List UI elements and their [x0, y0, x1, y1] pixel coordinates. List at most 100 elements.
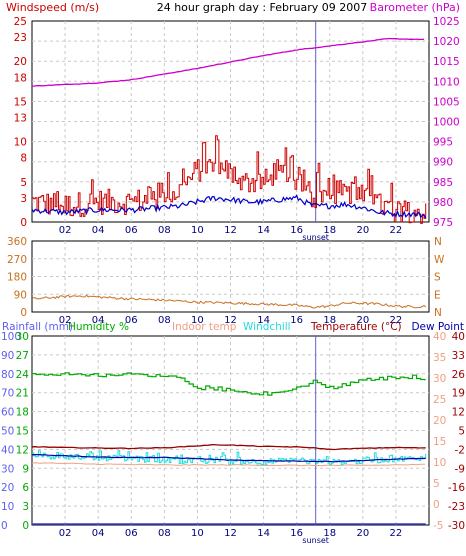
wind-tick-label: 25: [14, 16, 27, 28]
rainfall-tick-label: 90: [1, 350, 14, 362]
hour-tick-label: 10: [191, 528, 204, 539]
direction-tick-label: 360: [7, 236, 27, 248]
rainfall-tick-label: 80: [1, 369, 14, 381]
sunset-label: sunset: [302, 536, 329, 545]
humidity-tick-label: 27: [16, 350, 29, 362]
indoor-tick-label: 10: [433, 457, 446, 469]
barometer-tick-label: 980: [433, 197, 453, 209]
barometer-tick-label: 1015: [433, 56, 460, 68]
humidity-tick-label: 30: [16, 331, 29, 343]
legend-temperature: Temperature (°C): [310, 321, 402, 333]
legend-indoor-temp: Indoor temp: [172, 321, 237, 333]
wind-tick-label: 18: [14, 72, 27, 84]
direction-tick-label: 180: [7, 272, 27, 284]
series-indoor-temp: [31, 462, 425, 467]
hour-tick-label: 16: [290, 225, 303, 236]
temperature-tick-label: -2: [455, 444, 465, 456]
hour-tick-label: 22: [390, 225, 403, 236]
wind-tick-label: 3: [20, 193, 27, 205]
hour-tick-label: 02: [59, 225, 72, 236]
hour-tick-label: 18: [323, 315, 336, 326]
series-wind-direction: [31, 294, 427, 309]
direction-tick-label: 270: [7, 254, 27, 266]
rainfall-tick-label: 50: [1, 426, 14, 438]
indoor-tick-label: 30: [433, 373, 446, 385]
compass-tick-label: E: [434, 289, 441, 301]
chart-title: 24 hour graph day : February 09 2007: [157, 1, 368, 14]
barometer-tick-label: 1025: [433, 16, 460, 28]
hour-tick-label: 04: [92, 225, 105, 236]
wind-tick-label: 8: [20, 153, 27, 165]
rainfall-tick-label: 100: [1, 331, 21, 343]
hour-tick-label: 20: [356, 528, 369, 539]
hour-tick-label: 20: [356, 315, 369, 326]
temperature-tick-label: -16: [448, 482, 465, 494]
hour-tick-label: 14: [257, 528, 270, 539]
legend-windchill: Windchill: [243, 321, 291, 333]
temperature-tick-label: 5: [458, 426, 465, 438]
hour-tick-label: 02: [59, 315, 72, 326]
hour-tick-label: 06: [125, 225, 138, 236]
barometer-tick-label: 975: [433, 217, 453, 229]
indoor-tick-label: 0: [433, 499, 440, 511]
indoor-tick-label: -5: [433, 520, 443, 532]
barometer-tick-label: 1020: [433, 36, 460, 48]
hour-tick-label: 08: [158, 225, 171, 236]
series-windspeed: [32, 135, 427, 224]
wind-tick-label: 20: [14, 56, 27, 68]
wind-tick-label: 23: [14, 32, 27, 44]
indoor-tick-label: 5: [433, 478, 440, 490]
barometer-tick-label: 995: [433, 137, 453, 149]
barometer-tick-label: 1010: [433, 76, 460, 88]
wind-tick-label: 13: [14, 112, 27, 124]
humidity-tick-label: 6: [22, 482, 29, 494]
sunset-label: sunset: [302, 233, 329, 242]
barometer-tick-label: 1000: [433, 117, 460, 129]
indoor-tick-label: 25: [433, 394, 446, 406]
indoor-tick-label: 20: [433, 415, 446, 427]
humidity-tick-label: 24: [16, 369, 30, 381]
series-temperature: [31, 443, 426, 451]
hour-tick-label: 14: [257, 315, 270, 326]
compass-tick-label: S: [434, 272, 441, 284]
hour-tick-label: 12: [224, 528, 237, 539]
temperature-tick-label: 12: [452, 407, 465, 419]
series-humidity: [32, 372, 426, 396]
series-barometer: [31, 37, 424, 87]
humidity-tick-label: 15: [16, 426, 29, 438]
legend-rainfall: Rainfall (mm): [2, 321, 73, 333]
wind-tick-label: 15: [14, 96, 27, 108]
hour-tick-label: 02: [59, 528, 72, 539]
legend-dew-point: Dew Point: [411, 321, 464, 333]
temperature-tick-label: -9: [455, 463, 465, 475]
hour-tick-label: 20: [356, 225, 369, 236]
hour-tick-label: 18: [323, 225, 336, 236]
hour-tick-label: 06: [125, 315, 138, 326]
rainfall-tick-label: 70: [1, 388, 14, 400]
legend-bottom: Rainfall (mm) Humidity % Indoor temp Win…: [2, 321, 464, 333]
temperature-tick-label: 40: [452, 331, 465, 343]
hour-tick-label: 22: [390, 528, 403, 539]
hour-tick-label: 18: [323, 528, 336, 539]
hour-tick-label: 10: [191, 315, 204, 326]
compass-tick-label: N: [434, 236, 442, 248]
rainfall-tick-label: 40: [1, 444, 14, 456]
hour-tick-label: 08: [158, 315, 171, 326]
indoor-tick-label: 35: [433, 352, 446, 364]
hour-tick-label: 06: [125, 528, 138, 539]
humidity-tick-label: 18: [16, 407, 29, 419]
temperature-tick-label: 26: [452, 369, 466, 381]
hour-tick-label: 12: [224, 225, 237, 236]
compass-tick-label: N: [434, 307, 442, 319]
barometer-axis-title: Barometer (hPa): [370, 1, 460, 14]
humidity-tick-label: 21: [16, 388, 29, 400]
series-wind-average: [31, 194, 427, 219]
direction-tick-label: 90: [14, 289, 27, 301]
legend-humidity: Humidity %: [68, 321, 129, 333]
compass-tick-label: W: [434, 254, 445, 266]
humidity-tick-label: 9: [22, 463, 29, 475]
temperature-tick-label: 19: [452, 388, 465, 400]
hour-tick-label: 10: [191, 225, 204, 236]
hour-tick-label: 12: [224, 315, 237, 326]
